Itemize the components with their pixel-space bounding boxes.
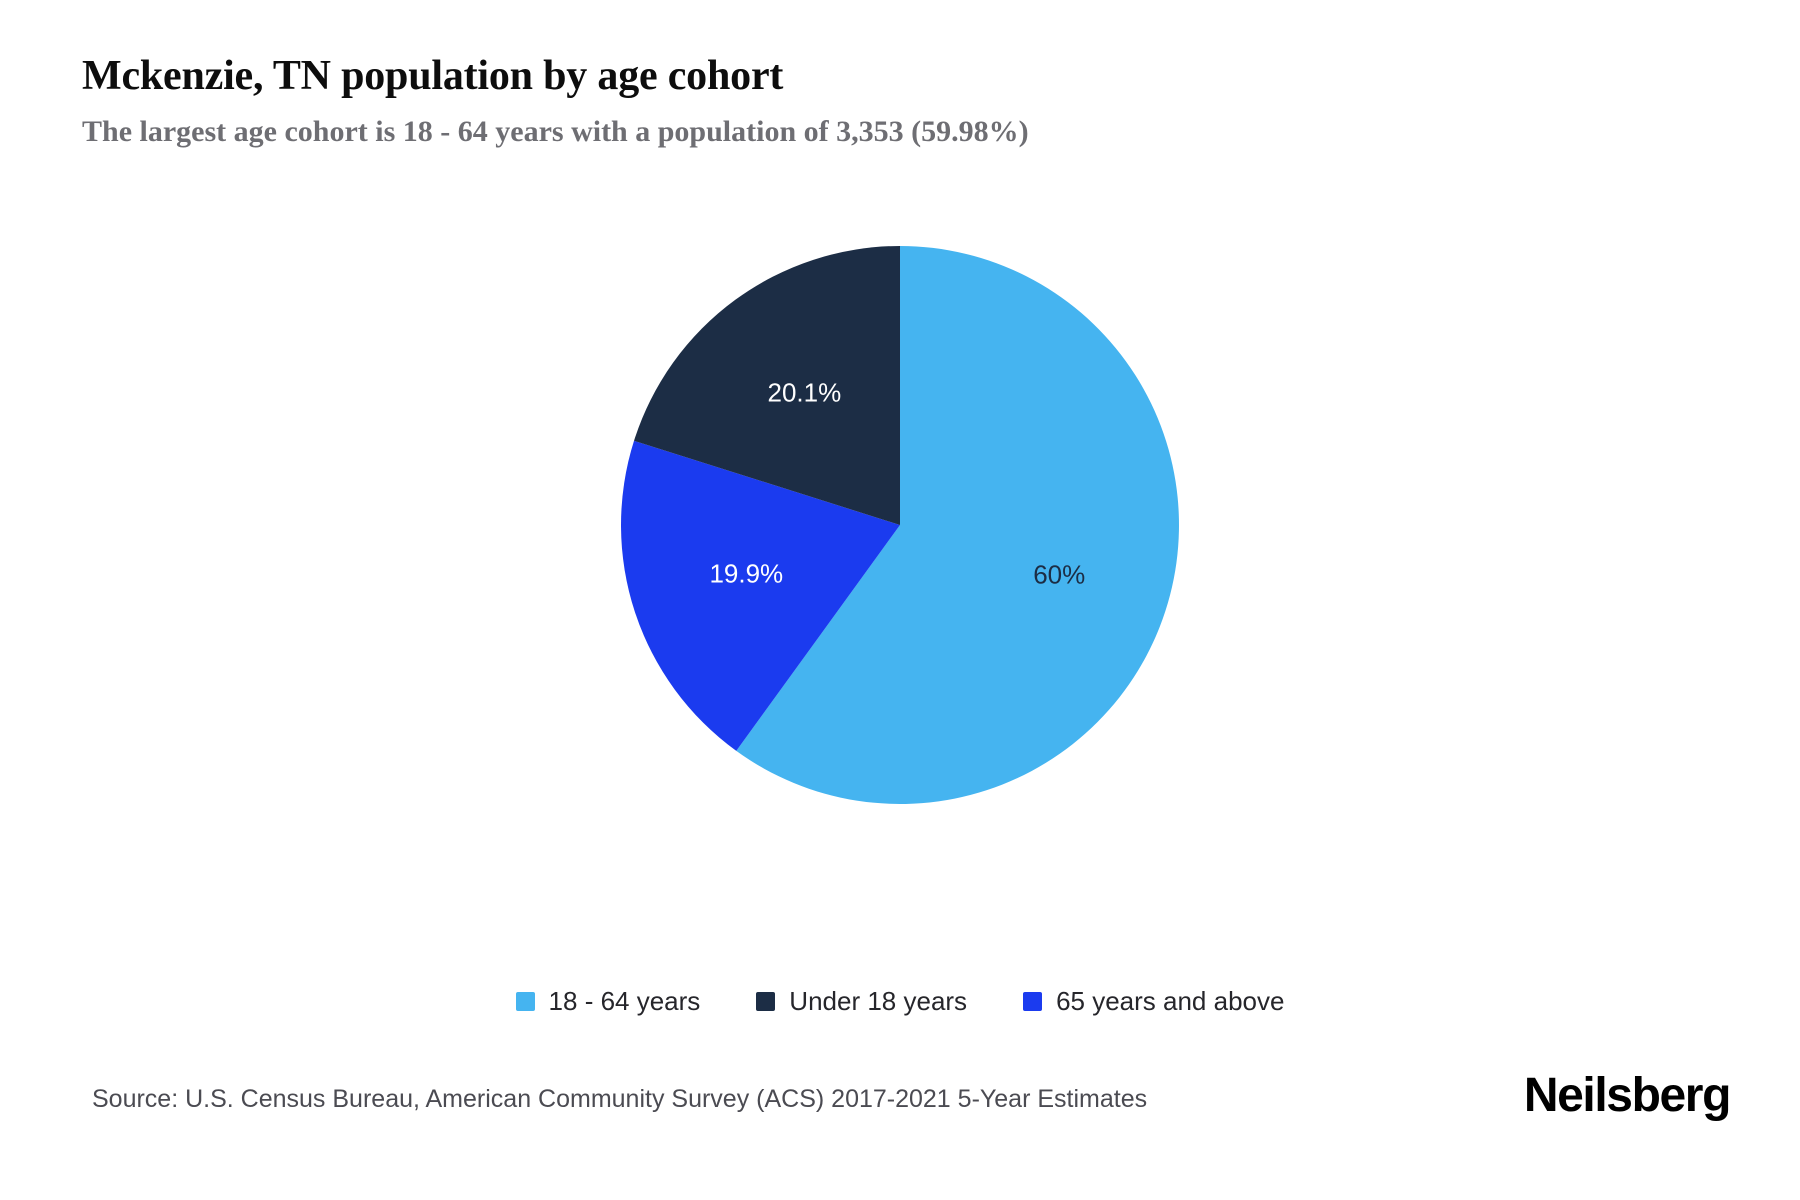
chart-header: Mckenzie, TN population by age cohort Th…: [82, 52, 1682, 150]
pie-svg: 60% 19.9% 20.1%: [621, 246, 1179, 804]
plot-area: 60% 19.9% 20.1%: [0, 225, 1800, 825]
source-note: Source: U.S. Census Bureau, American Com…: [92, 1085, 1148, 1113]
pie-slices: [621, 246, 1179, 804]
pie-slice-labels: 60% 19.9% 20.1%: [709, 377, 1085, 589]
brand-logo: Neilsberg: [1523, 1069, 1732, 1122]
chart-legend: 18 - 64 years Under 18 years 65 years an…: [0, 986, 1800, 1017]
legend-swatch-icon: [515, 992, 535, 1011]
legend-label: 65 years and above: [1056, 986, 1285, 1016]
legend-item-65-years-and-above[interactable]: 65 years and above: [1023, 986, 1284, 1017]
pie-chart: 60% 19.9% 20.1%: [600, 225, 1200, 825]
legend-label: 18 - 64 years: [548, 986, 701, 1016]
legend-label: Under 18 years: [789, 986, 968, 1016]
pie-slice-label-18-64-years: 60%: [1033, 560, 1085, 590]
pie-slice-65-years-and-above[interactable]: [621, 440, 900, 751]
pie-slice-18-64-years[interactable]: [736, 246, 1179, 804]
chart-subtitle: The largest age cohort is 18 - 64 years …: [82, 115, 1029, 149]
legend-item-18-64-years[interactable]: 18 - 64 years: [515, 986, 701, 1017]
pie-slice-label-65-years-and-above: 19.9%: [709, 559, 783, 589]
legend-swatch-icon: [756, 992, 776, 1011]
pie-slice-label-under-18-years: 20.1%: [768, 377, 842, 407]
legend-item-under-18-years[interactable]: Under 18 years: [756, 986, 967, 1017]
legend-swatch-icon: [1023, 992, 1043, 1011]
pie-slice-under-18-years[interactable]: [634, 246, 900, 525]
page-title: Mckenzie, TN population by age cohort: [82, 53, 784, 99]
